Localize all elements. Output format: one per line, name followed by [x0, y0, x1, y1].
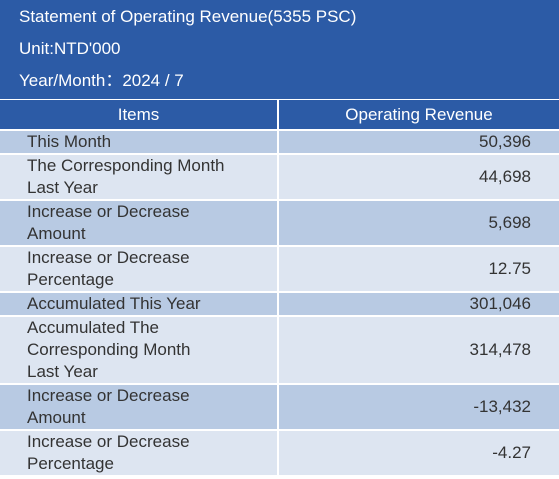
value-cell: 314,478	[279, 317, 559, 383]
item-cell: Increase or Decrease Amount	[0, 385, 277, 429]
item-label: Accumulated The Corresponding Month Last…	[27, 318, 191, 381]
value-cell: 301,046	[279, 293, 559, 315]
value-cell: -4.27	[279, 431, 559, 475]
column-header: Operating Revenue	[279, 100, 559, 129]
report-header: Statement of Operating Revenue(5355 PSC)…	[0, 0, 559, 99]
item-cell: Accumulated The Corresponding Month Last…	[0, 317, 277, 383]
value-cell: 5,698	[279, 201, 559, 245]
value-cell: 12.75	[279, 247, 559, 291]
item-label: Increase or Decrease Percentage	[27, 248, 190, 289]
item-cell: Accumulated This Year	[0, 293, 277, 315]
value-cell: -13,432	[279, 385, 559, 429]
item-label: The Corresponding Month Last Year	[27, 156, 225, 197]
period: Year/Month：2024 / 7	[19, 71, 184, 90]
unit: Unit:NTD'000	[19, 39, 121, 58]
item-label: Increase or Decrease Amount	[27, 386, 190, 427]
value-cell: 44,698	[279, 155, 559, 199]
item-label: Accumulated This Year	[27, 294, 201, 313]
item-cell: Increase or Decrease Percentage	[0, 431, 277, 475]
value-cell: 50,396	[279, 131, 559, 153]
item-cell: Increase or Decrease Amount	[0, 201, 277, 245]
item-cell: The Corresponding Month Last Year	[0, 155, 277, 199]
item-label: This Month	[27, 132, 112, 151]
item-cell: Increase or Decrease Percentage	[0, 247, 277, 291]
item-label: Increase or Decrease Amount	[27, 202, 190, 243]
report-title: Statement of Operating Revenue(5355 PSC)	[19, 7, 357, 26]
item-label: Increase or Decrease Percentage	[27, 432, 190, 473]
item-cell: This Month	[0, 131, 277, 153]
revenue-table: Items Operating Revenue This Month 50,396…	[0, 100, 559, 475]
column-header: Items	[0, 100, 277, 129]
